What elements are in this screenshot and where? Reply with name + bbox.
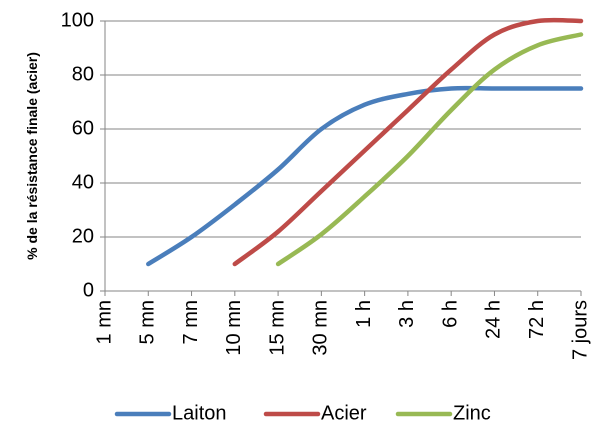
series-line-acier — [232, 17, 584, 267]
x-tick-label: 7 mn — [180, 300, 202, 344]
x-tick-label: 24 h — [483, 300, 505, 339]
x-tick-label: 1 h — [353, 300, 375, 328]
gridlines — [105, 20, 581, 292]
y-tick-label: 0 — [83, 279, 94, 301]
x-tick-label: 3 h — [396, 300, 418, 328]
y-tick-label: 20 — [72, 225, 94, 247]
x-axis: 1 mn 5 mn 7 mn 10 mn 15 mn 30 mn 1 h 3 h 6 h 24 h… — [93, 291, 591, 360]
y-axis: 0 20 40 60 80 100 — [61, 9, 106, 301]
y-tick-label: 100 — [61, 9, 94, 31]
x-tick-label: 6 h — [439, 300, 461, 328]
y-tick-label: 80 — [72, 63, 94, 85]
x-tick-label: 7 jours — [569, 300, 591, 360]
series-line-laiton — [146, 85, 584, 267]
x-tick-label: 5 mn — [137, 300, 159, 344]
legend: Laiton Acier Zinc — [114, 402, 491, 424]
legend-label-acier: Acier — [321, 402, 367, 424]
x-tick-label: 1 mn — [93, 300, 115, 344]
y-tick-label: 60 — [72, 117, 94, 139]
y-tick-label: 40 — [72, 171, 94, 193]
legend-label-zinc: Zinc — [453, 402, 491, 424]
x-tick-label: 15 mn — [266, 300, 288, 356]
series-line-zinc — [275, 32, 584, 267]
series-lines — [146, 17, 584, 267]
x-tick-label: 72 h — [526, 300, 548, 339]
y-axis-label: % de la résistance finale (acier) — [24, 52, 40, 260]
x-tick-label: 10 mn — [223, 300, 245, 356]
legend-label-laiton: Laiton — [172, 402, 227, 424]
x-tick-label: 30 mn — [310, 300, 332, 356]
